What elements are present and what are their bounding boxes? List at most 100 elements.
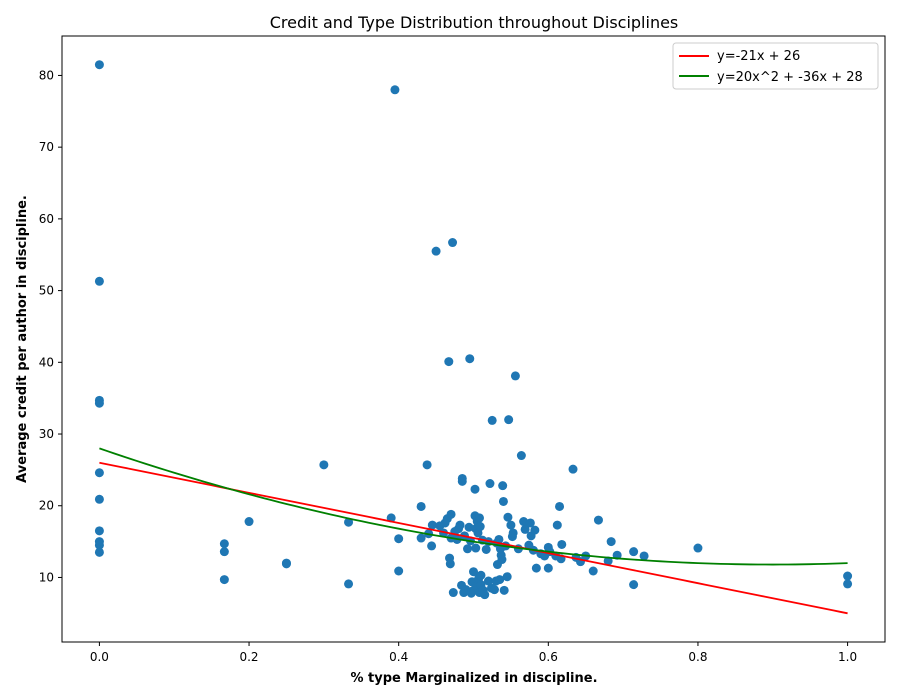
legend-box: [672, 42, 879, 90]
data-point-16: [319, 460, 329, 470]
data-point-94: [502, 572, 512, 582]
data-point-47: [457, 476, 467, 486]
x-tick-label: 0.2: [239, 650, 258, 664]
data-point-57: [469, 567, 478, 577]
y-tick-label: 30: [39, 427, 54, 441]
data-point-67: [474, 513, 484, 523]
data-point-115: [543, 563, 553, 573]
data-point-92: [499, 585, 509, 595]
data-point-74: [480, 590, 490, 600]
data-point-39: [448, 238, 458, 248]
x-tick-label: 0.0: [90, 650, 109, 664]
data-point-99: [508, 528, 518, 538]
data-point-21: [394, 534, 404, 544]
data-point-11: [219, 547, 229, 557]
legend-label-linear: y=-21x + 26: [717, 49, 800, 64]
data-point-52: [464, 522, 474, 532]
data-point-4: [94, 468, 104, 478]
data-point-51: [463, 544, 473, 554]
y-axis-ticks: 10 20 30 40 50 60 70 80: [39, 68, 62, 584]
legend: y=-21x + 26 y=20x^2 + -36x + 28: [672, 42, 879, 90]
data-point-69: [475, 522, 485, 532]
x-axis-label: % type Marginalized in discipline.: [350, 671, 597, 686]
x-tick-label: 0.8: [688, 650, 707, 664]
data-point-28: [427, 520, 437, 530]
data-point-0: [94, 60, 104, 70]
data-point-44: [455, 520, 465, 530]
data-point-89: [497, 555, 507, 565]
y-axis-label: Average credit per author in discipline.: [15, 195, 30, 483]
data-point-96: [504, 415, 514, 425]
data-point-91: [498, 496, 508, 506]
quadratic-fit-line: [99, 447, 848, 566]
data-point-24: [416, 533, 426, 543]
y-tick-label: 60: [39, 212, 54, 226]
plot-area: [61, 35, 886, 643]
data-point-133: [639, 551, 649, 561]
x-axis-ticks: 0.0 0.2 0.4 0.6 0.8 1.0: [90, 642, 857, 664]
data-point-40: [448, 588, 458, 598]
data-point-75: [481, 544, 491, 554]
y-tick-label: 20: [39, 499, 54, 513]
data-point-36: [445, 559, 455, 569]
data-point-3: [94, 398, 104, 408]
y-tick-label: 50: [39, 284, 54, 298]
data-point-9: [94, 547, 104, 557]
data-point-53: [465, 354, 475, 364]
data-point-23: [416, 501, 426, 511]
y-tick-label: 40: [39, 355, 54, 369]
legend-label-quadratic: y=20x^2 + -36x + 28: [717, 70, 863, 85]
data-point-132: [629, 580, 639, 590]
data-point-20: [390, 85, 400, 95]
data-point-135: [843, 571, 853, 581]
data-point-111: [531, 563, 541, 573]
chart-title: Credit and Type Distribution throughout …: [270, 13, 679, 32]
x-tick-label: 0.6: [539, 650, 558, 664]
data-point-128: [603, 556, 613, 566]
data-point-86: [495, 575, 505, 585]
y-tick-label: 10: [39, 570, 54, 584]
data-point-25: [422, 460, 432, 470]
data-point-129: [606, 537, 616, 547]
data-point-34: [444, 357, 454, 367]
data-point-95: [503, 512, 513, 522]
data-point-70: [476, 570, 486, 580]
data-point-76: [483, 576, 493, 586]
data-point-27: [427, 541, 437, 551]
data-point-90: [498, 481, 508, 491]
data-point-136: [843, 579, 853, 589]
data-point-17: [344, 517, 354, 527]
data-point-118: [552, 520, 562, 530]
x-tick-label: 1.0: [838, 650, 857, 664]
data-point-119: [555, 501, 565, 511]
data-point-6: [94, 526, 104, 536]
fit-lines: [99, 447, 848, 615]
x-tick-label: 0.4: [389, 650, 408, 664]
data-point-5: [94, 494, 104, 504]
data-point-81: [489, 585, 499, 595]
data-point-102: [516, 451, 526, 461]
data-point-80: [487, 415, 497, 425]
data-point-97: [506, 520, 516, 530]
data-point-110: [530, 525, 540, 535]
data-point-12: [219, 575, 229, 585]
data-point-10: [219, 539, 229, 549]
data-point-126: [588, 566, 598, 576]
data-point-134: [693, 543, 703, 553]
data-point-122: [568, 464, 578, 474]
data-point-1: [94, 276, 104, 286]
data-point-22: [394, 566, 404, 576]
data-point-107: [525, 518, 535, 528]
data-point-62: [471, 543, 481, 553]
data-point-121: [557, 539, 567, 549]
data-point-59: [470, 484, 480, 494]
data-point-15: [281, 558, 291, 568]
data-point-18: [344, 579, 354, 589]
data-point-13: [244, 517, 254, 527]
data-point-100: [510, 371, 520, 381]
data-point-85: [494, 534, 504, 544]
data-point-131: [629, 547, 639, 557]
data-point-127: [593, 515, 603, 525]
y-tick-label: 70: [39, 140, 54, 154]
